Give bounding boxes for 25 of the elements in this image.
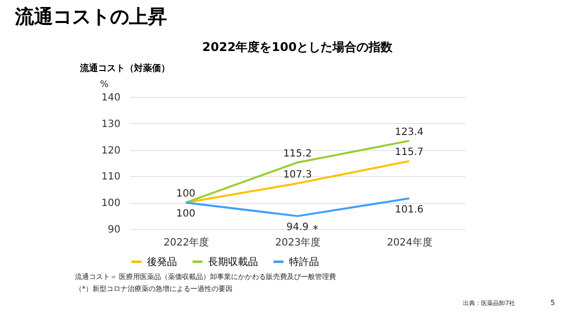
data-label: 101.6 (394, 204, 424, 216)
y-tick-label: 120 (101, 145, 120, 156)
y-tick-label: 140 (101, 92, 120, 104)
data-label: 100 (176, 208, 196, 220)
annotation: * (312, 223, 319, 236)
chart-subtitle: 2022年度を100とした場合の指数 (202, 40, 394, 54)
y-tick-label: 110 (101, 172, 120, 183)
y-tick-label: 100 (101, 198, 120, 210)
x-tick-label: 2023年度 (275, 236, 321, 248)
data-label: 115.2 (283, 148, 312, 160)
data-label: 94.9 (286, 222, 309, 234)
data-label: 100 (176, 188, 196, 200)
data-label: 123.4 (394, 126, 424, 138)
x-tick-label: 2024年度 (386, 236, 432, 248)
legend-label: 特許品 (289, 256, 319, 268)
y-tick-label: 130 (101, 118, 120, 130)
y-axis-title: 流通コスト（対薬価） (79, 63, 170, 74)
data-label: 107.3 (283, 169, 312, 180)
y-tick-label: 90 (108, 224, 120, 236)
legend-label: 後発品 (147, 256, 177, 268)
chart-title: 流通コストの上昇 (14, 6, 167, 28)
x-tick-label: 2022年度 (164, 236, 210, 248)
text: % (100, 80, 109, 90)
legend-label: 長期収載品 (208, 256, 258, 268)
data-label: 115.7 (394, 147, 424, 158)
